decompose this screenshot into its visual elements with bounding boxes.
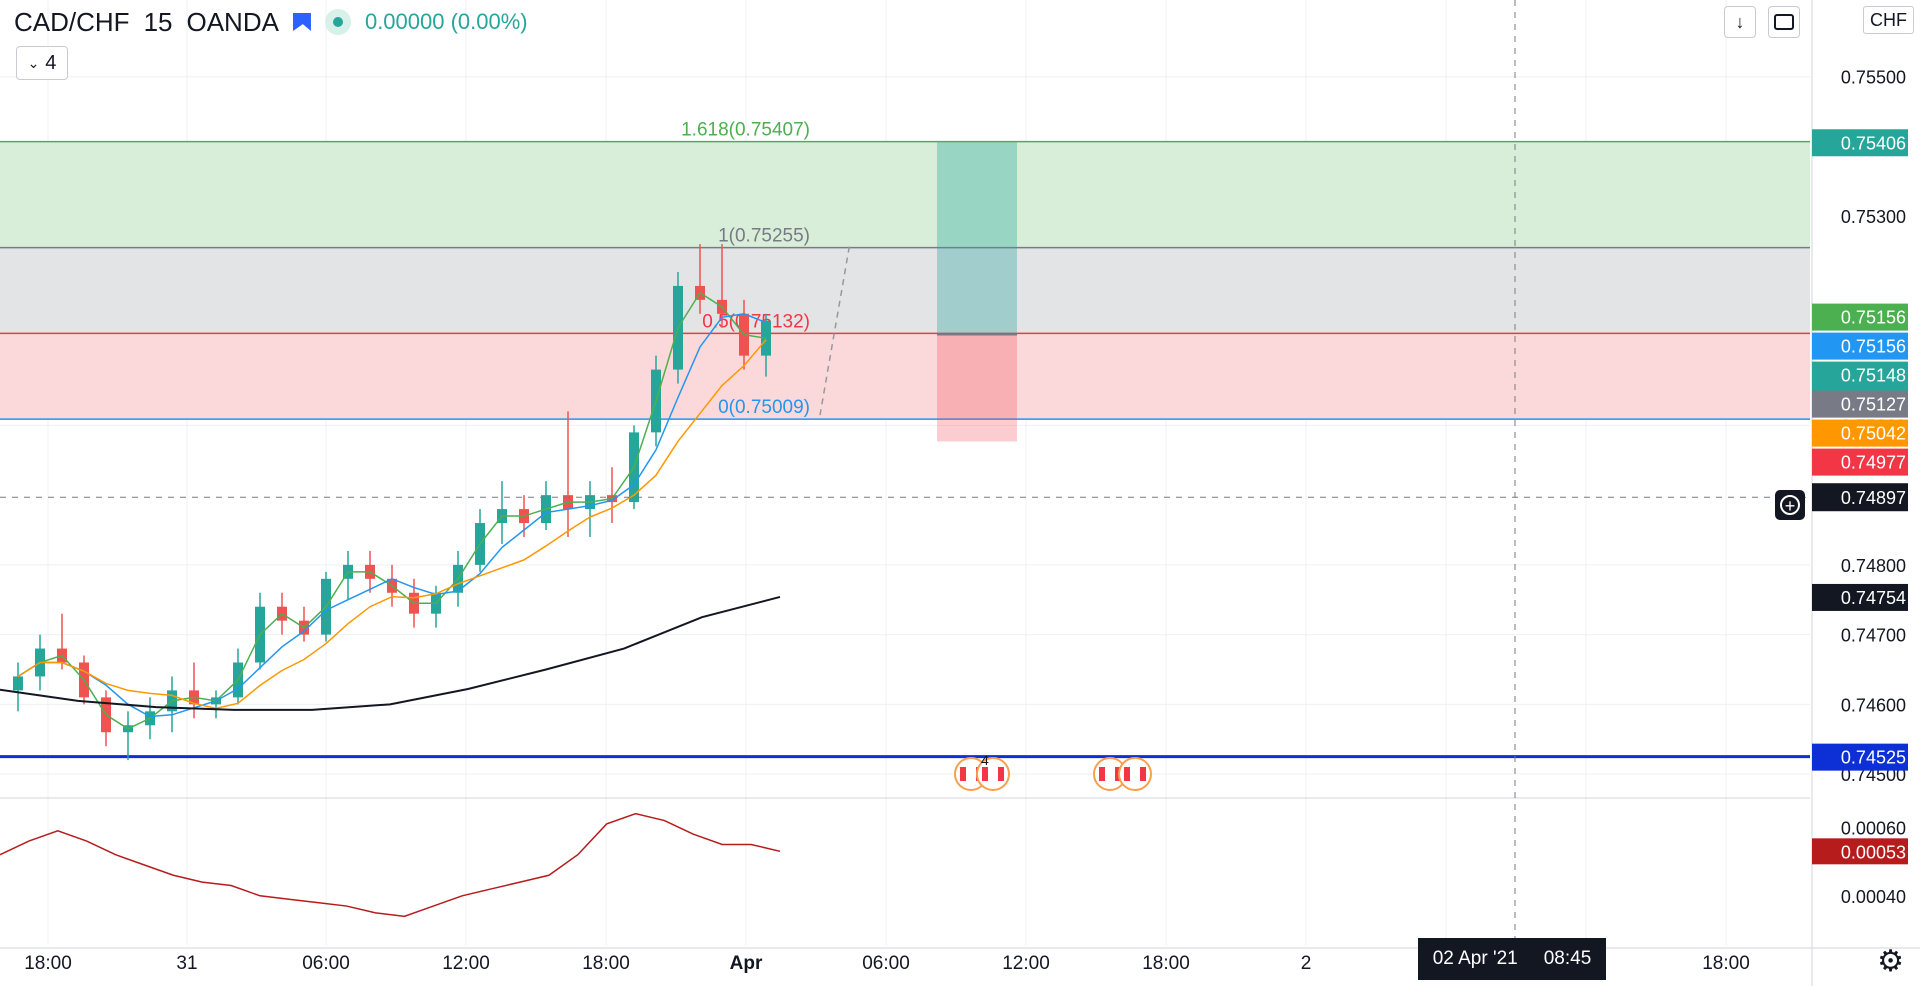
sma-200-line xyxy=(0,595,781,711)
price-axis-badge xyxy=(1812,743,1908,771)
price-axis-badge xyxy=(1812,390,1908,418)
oscillator-last-badge xyxy=(1812,838,1908,865)
time-tick-label: 06:00 xyxy=(302,953,350,974)
price-change: 0.00000 (0.00%) xyxy=(364,9,528,34)
oscillator-tick-label: 0.00040 xyxy=(1841,887,1906,907)
time-tick-label: 18:00 xyxy=(1142,953,1190,974)
price-axis-badge-label: 0.74977 xyxy=(1841,453,1906,473)
event-count: 4 xyxy=(981,752,989,768)
fullscreen-button[interactable] xyxy=(1768,6,1800,38)
indicator-count: 4 xyxy=(45,51,57,74)
time-tick-label: 18:00 xyxy=(1702,953,1750,974)
event-flag-icon[interactable] xyxy=(1118,757,1152,791)
price-tick-label: 0.74600 xyxy=(1841,695,1906,715)
price-axis-badge xyxy=(1812,448,1908,476)
plus-circle-icon: + xyxy=(1780,495,1800,515)
time-tick-label: 12:00 xyxy=(1002,953,1050,974)
time-tick-label: 31 xyxy=(176,953,197,974)
bookmark-flag-icon[interactable] xyxy=(292,13,311,31)
price-axis-badge-label: 0.74754 xyxy=(1841,588,1906,608)
sma-mid-line xyxy=(17,313,767,718)
time-tick-label: 12:00 xyxy=(442,953,490,974)
fib-zone-upper xyxy=(0,247,1810,334)
position-profit-zone xyxy=(937,142,1017,335)
time-tick-label: Apr xyxy=(730,953,763,974)
chevron-down-icon: ⌄ xyxy=(27,54,40,71)
sma-fast-line xyxy=(17,291,767,730)
price-axis-badge xyxy=(1812,419,1908,447)
settings-gear-icon[interactable]: ⚙ xyxy=(1877,945,1904,978)
currency-badge[interactable]: CHF xyxy=(1863,6,1914,34)
arrow-down-icon: ↓ xyxy=(1735,11,1745,32)
price-axis-badge-label: 0.75148 xyxy=(1841,366,1906,386)
arrow-down-button[interactable]: ↓ xyxy=(1724,6,1756,38)
fullscreen-icon xyxy=(1774,14,1794,30)
price-tick-label: 0.74800 xyxy=(1841,556,1906,576)
crosshair-time-label: 02 Apr '21 08:45 xyxy=(1418,938,1606,980)
candle-body xyxy=(13,676,23,691)
add-alert-button[interactable]: + xyxy=(1775,490,1805,520)
fib-zone-extension xyxy=(0,141,1810,248)
position-loss-zone xyxy=(937,334,1017,442)
oscillator-last-value: 0.00053 xyxy=(1841,842,1906,862)
crosshair-price-label: 0.74897 xyxy=(1841,488,1906,508)
oscillator-tick-label: 0.00060 xyxy=(1841,818,1906,838)
fib-level-label: 0(0.75009) xyxy=(718,397,810,418)
price-axis-badge xyxy=(1812,583,1908,611)
price-axis-badge-label: 0.75042 xyxy=(1841,424,1906,444)
price-tick-label: 0.75500 xyxy=(1841,68,1906,88)
fib-trend-line xyxy=(819,242,851,416)
price-axis-badge-label: 0.75156 xyxy=(1841,337,1906,357)
price-axis-badge-label: 0.75406 xyxy=(1841,133,1906,153)
fib-level-label: 1.618(0.75407) xyxy=(681,120,810,141)
oscillator-line xyxy=(0,812,781,918)
interval-label[interactable]: 15 xyxy=(143,6,173,37)
price-axis-badge xyxy=(1812,129,1908,157)
price-axis-badge xyxy=(1812,303,1908,331)
sma-slow-line xyxy=(17,339,767,710)
market-status-icon xyxy=(324,9,351,35)
price-axis-badge-label: 0.75156 xyxy=(1841,308,1906,328)
price-tick-label: 0.74700 xyxy=(1841,626,1906,646)
crosshair-clock: 08:45 xyxy=(1543,948,1592,969)
price-axis-badge xyxy=(1812,332,1908,360)
fib-zone-lower xyxy=(0,333,1810,420)
price-axis-badge-label: 0.75127 xyxy=(1841,395,1906,415)
crosshair-price-badge xyxy=(1812,483,1908,512)
indicators-collapse-button[interactable]: ⌄ 4 xyxy=(16,46,68,80)
exchange-label: OANDA xyxy=(186,6,279,37)
time-tick-label: 06:00 xyxy=(862,953,910,974)
price-tick-label: 0.75300 xyxy=(1841,207,1906,227)
event-flag-icon[interactable] xyxy=(976,757,1010,791)
crosshair-date: 02 Apr '21 xyxy=(1432,948,1518,969)
symbol-name[interactable]: CAD/CHF xyxy=(14,6,130,37)
time-tick-label: 2 xyxy=(1301,953,1312,974)
symbol-header: CAD/CHF 15 OANDA 0.00000 (0.00%) xyxy=(14,4,528,40)
price-axis-badge-label: 0.74525 xyxy=(1841,748,1906,768)
time-tick-label: 18:00 xyxy=(24,953,72,974)
time-tick-label: 18:00 xyxy=(582,953,630,974)
fib-level-label: 1(0.75255) xyxy=(718,226,810,247)
